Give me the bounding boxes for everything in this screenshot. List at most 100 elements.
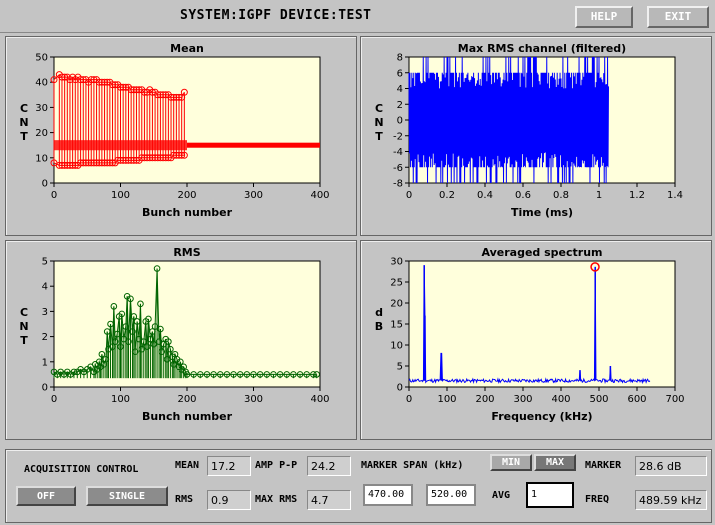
mean-lower-point <box>119 156 127 164</box>
y-tick-label: 5 <box>42 257 48 268</box>
rms-point <box>163 355 171 363</box>
y-tick-label: 20 <box>390 299 403 310</box>
rms-point <box>197 371 204 378</box>
mean-lower-point <box>172 151 180 159</box>
amp-pp-label: AMP P-P <box>255 460 298 471</box>
y-tick-label: 15 <box>390 320 403 331</box>
chart-title: Averaged spectrum <box>481 246 602 259</box>
min-button[interactable]: MIN <box>490 454 532 471</box>
mean-lower-point <box>82 159 90 167</box>
max-rms-label: MAX RMS <box>255 494 298 505</box>
max-rms-value: 4.7 <box>307 490 351 510</box>
rms-point <box>313 371 320 378</box>
rms-point <box>167 345 174 353</box>
mean-upper-point <box>159 91 167 99</box>
rms-point <box>151 323 159 330</box>
x-tick-label: 100 <box>111 394 130 405</box>
mean-lower-point <box>124 156 132 164</box>
mean-upper-point <box>95 78 103 86</box>
rms-point <box>138 345 146 353</box>
y-tick-label: 30 <box>35 103 48 114</box>
mean-upper-point <box>87 76 95 84</box>
rms-point <box>103 328 111 335</box>
x-tick-label: 0 <box>406 394 412 405</box>
mean-lower-point <box>117 156 124 164</box>
x-tick-label: 200 <box>177 190 196 201</box>
system-title: SYSTEM:IGPF DEVICE:TEST <box>180 8 372 23</box>
off-button[interactable]: OFF <box>16 486 76 506</box>
mean-lower-point <box>127 156 135 164</box>
mean-lower-point <box>85 159 93 167</box>
rms-point <box>122 323 130 330</box>
y-tick-label: 6 <box>397 68 403 79</box>
single-button[interactable]: SINGLE <box>86 486 168 506</box>
mean-lower-point <box>138 154 146 162</box>
x-tick-label: 0 <box>51 190 57 201</box>
rms-point <box>127 295 134 303</box>
mean-lower-point <box>159 154 167 162</box>
rms-point <box>203 371 211 378</box>
chart-title: Max RMS channel (filtered) <box>458 42 626 55</box>
x-tick-label: 200 <box>475 394 494 405</box>
rms-point <box>223 371 231 378</box>
exit-button[interactable]: EXIT <box>647 6 709 28</box>
rms-point <box>143 343 151 350</box>
mean-lower-point <box>180 151 188 159</box>
mean-lower-point <box>156 154 164 162</box>
x-tick-label: 400 <box>551 394 570 405</box>
mean-lower-point <box>79 159 87 167</box>
mean-lower-point <box>101 159 109 167</box>
spectrum-plot-panel: Averaged spectrum 0 100 200 300 400 500 600 700 0… <box>360 240 712 440</box>
rms-point <box>137 300 144 308</box>
mean-lower-point <box>58 161 66 169</box>
help-button[interactable]: HELP <box>575 6 633 28</box>
mean-upper-point <box>117 83 124 91</box>
rms-point <box>170 361 177 368</box>
x-tick-label: 0 <box>406 190 412 201</box>
mean-lower-point <box>122 156 130 164</box>
mean-lower-point <box>106 159 114 167</box>
rms-point <box>283 371 291 378</box>
avg-input[interactable]: 1 <box>526 482 574 508</box>
amp-pp-value: 24.2 <box>307 456 351 476</box>
mean-lower-point <box>87 159 95 167</box>
x-axis-label: Bunch number <box>142 206 233 219</box>
mean-upper-point <box>170 93 178 101</box>
rms-chart: RMS 0 100 200 300 400 0 1 2 3 4 5 Bunch number C N T <box>19 246 329 423</box>
y-tick-label: 40 <box>35 78 48 89</box>
y-tick-label: 20 <box>35 128 48 139</box>
rms-point <box>216 371 224 378</box>
x-tick-label: 200 <box>177 394 196 405</box>
x-tick-label: 300 <box>244 190 263 201</box>
mean-lower-point <box>77 159 85 167</box>
span-high-input[interactable]: 520.00 <box>426 484 476 506</box>
rms-point <box>125 338 132 345</box>
plot-area <box>53 260 321 388</box>
span-low-input[interactable]: 470.00 <box>363 484 413 506</box>
mean-upper-point <box>130 86 138 94</box>
rms-value: 0.9 <box>207 490 251 510</box>
mean-upper-point <box>175 93 183 101</box>
y-tick-label: 5 <box>397 362 403 373</box>
avg-label: AVG <box>492 490 511 501</box>
spectrum-marker <box>590 262 600 272</box>
x-tick-label: 0 <box>51 394 57 405</box>
mean-upper-point <box>180 88 188 96</box>
chart-title: RMS <box>173 246 200 259</box>
max-rms-channel-chart: Max RMS channel (filtered) 0 0.2 0.4 0.6 0.8 1… <box>374 42 683 219</box>
x-tick-label: 500 <box>589 394 608 405</box>
marker-label: MARKER <box>585 460 622 471</box>
rms-point <box>107 320 114 328</box>
rms-point <box>230 371 237 378</box>
y-tick-label: 2 <box>397 100 403 111</box>
mean-upper-point <box>127 86 135 94</box>
max-button[interactable]: MAX <box>534 454 576 471</box>
mean-upper-point <box>119 83 127 91</box>
x-tick-label: 400 <box>310 190 329 201</box>
rms-point <box>250 371 257 378</box>
x-tick-label: 400 <box>310 394 329 405</box>
rms-point <box>296 371 304 378</box>
